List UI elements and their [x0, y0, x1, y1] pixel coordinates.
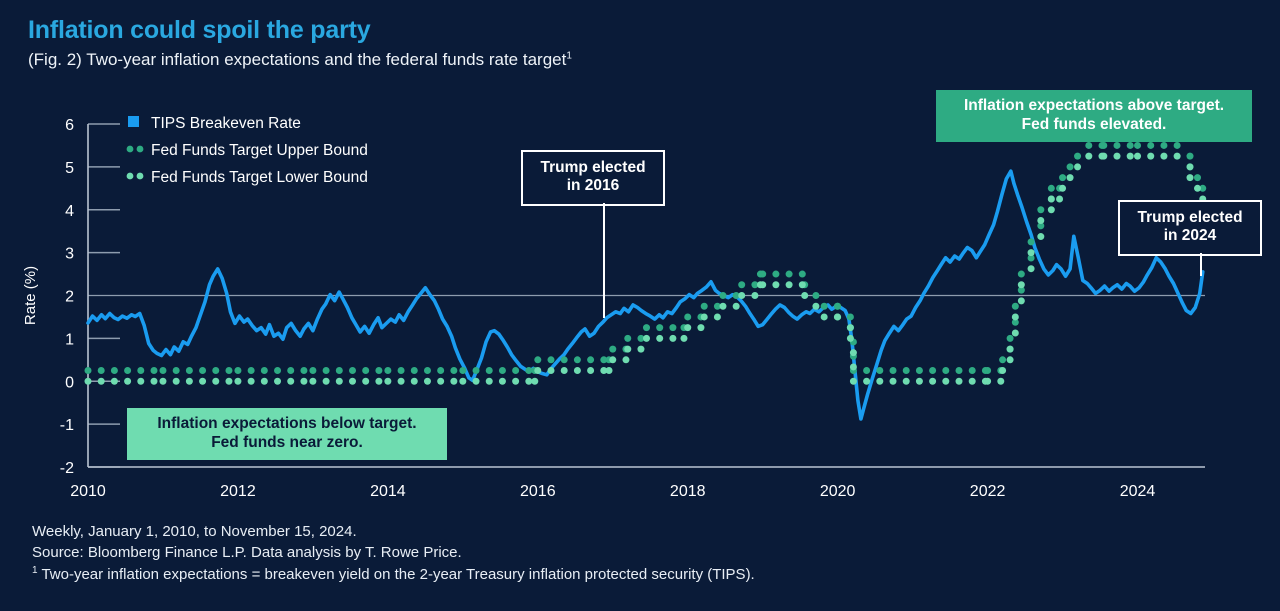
- band-above-line2: Fed funds elevated.: [1021, 115, 1167, 133]
- y-tick-label-0: 0: [65, 374, 74, 391]
- callout-trump-2024: Trump elected in 2024: [1118, 200, 1262, 256]
- legend-item-1: Fed Funds Target Upper Bound: [126, 142, 368, 159]
- page-subtitle: (Fig. 2) Two-year inflation expectations…: [28, 50, 572, 70]
- footnote-definition: 1 Two-year inflation expectations = brea…: [32, 564, 755, 585]
- x-tick-label-2022: 2022: [970, 483, 1006, 500]
- y-tick-label-2: 2: [65, 289, 74, 306]
- x-tick-label-2018: 2018: [670, 483, 706, 500]
- legend-marker-dot: [126, 145, 134, 153]
- band-label-above-target: Inflation expectations above target. Fed…: [936, 90, 1252, 143]
- legend-label: Fed Funds Target Lower Bound: [151, 169, 368, 186]
- x-tick-label-2016: 2016: [520, 483, 556, 500]
- footnotes: Weekly, January 1, 2010, to November 15,…: [32, 521, 755, 585]
- footnote-marker: 1: [32, 564, 38, 576]
- legend-marker-square: [128, 116, 139, 127]
- band-label-below-target: Inflation expectations below target. Fed…: [127, 408, 447, 461]
- band-below-line2: Fed funds near zero.: [211, 433, 363, 451]
- subtitle-text: (Fig. 2) Two-year inflation expectations…: [28, 50, 567, 69]
- y-tick-label-4: 4: [65, 203, 74, 220]
- subtitle-footnote-marker: 1: [566, 50, 572, 62]
- page-title: Inflation could spoil the party: [28, 16, 371, 44]
- x-tick-label-2014: 2014: [370, 483, 406, 500]
- legend-item-2: Fed Funds Target Lower Bound: [126, 169, 368, 186]
- x-tick-label-2010: 2010: [70, 483, 106, 500]
- y-tick-label--2: -2: [60, 460, 74, 477]
- y-axis-title: Rate (%): [22, 266, 39, 325]
- footnote-period: Weekly, January 1, 2010, to November 15,…: [32, 523, 357, 540]
- series-fed-funds-upper-bound: [84, 141, 1207, 375]
- legend-label: TIPS Breakeven Rate: [151, 115, 301, 132]
- y-tick-label-3: 3: [65, 246, 74, 263]
- footnote-source: Source: Bloomberg Finance L.P. Data anal…: [32, 544, 462, 562]
- callout-trump-2024-leader: [1200, 253, 1202, 276]
- callout-trump-2016-leader: [603, 203, 605, 318]
- callout-trump-2016: Trump elected in 2016: [521, 150, 665, 206]
- callout-trump-2024-line1: Trump elected: [1137, 209, 1243, 226]
- legend-marker-dot: [126, 172, 134, 180]
- series-fed-funds-lower-bound: [84, 152, 1207, 385]
- band-below-line1: Inflation expectations below target.: [157, 415, 417, 432]
- footnote-definition-text: Two-year inflation expectations = breake…: [37, 565, 755, 583]
- y-tick-label-6: 6: [65, 117, 74, 134]
- y-tick-label-1: 1: [65, 331, 74, 348]
- series-tips-breakeven-rate: [86, 169, 1205, 421]
- callout-trump-2024-line2: in 2024: [1163, 227, 1217, 245]
- y-tick-label--1: -1: [60, 417, 74, 434]
- legend-marker-dot: [136, 172, 144, 180]
- callout-trump-2016-line1: Trump elected: [540, 159, 646, 176]
- x-tick-label-2020: 2020: [820, 483, 856, 500]
- x-tick-label-2024: 2024: [1120, 483, 1156, 500]
- legend-label: Fed Funds Target Upper Bound: [151, 142, 368, 159]
- callout-trump-2016-line2: in 2016: [566, 177, 620, 195]
- legend-marker-dot: [136, 145, 144, 153]
- x-tick-label-2012: 2012: [220, 483, 256, 500]
- y-tick-label-5: 5: [65, 160, 74, 177]
- legend-item-0: TIPS Breakeven Rate: [128, 115, 301, 132]
- band-above-line1: Inflation expectations above target.: [963, 97, 1225, 114]
